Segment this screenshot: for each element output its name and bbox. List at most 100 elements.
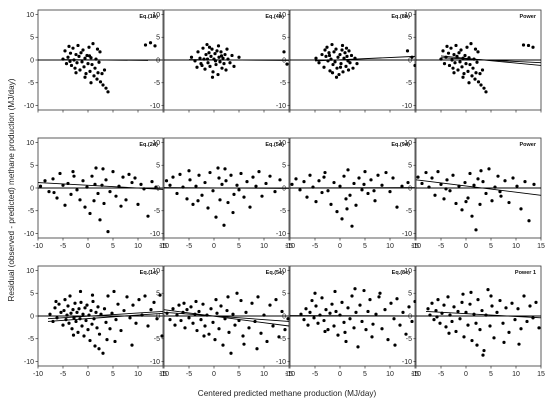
data-point [222, 62, 226, 66]
data-point [182, 301, 186, 305]
data-point [220, 182, 224, 186]
data-point [139, 182, 143, 186]
data-point [203, 67, 207, 71]
data-point [219, 54, 224, 58]
data-point [410, 319, 414, 324]
data-point [466, 323, 470, 327]
data-point [62, 308, 66, 313]
trend-line [37, 182, 164, 190]
data-point [104, 178, 108, 182]
data-point [336, 55, 340, 59]
data-point [345, 54, 349, 58]
data-point [116, 302, 120, 306]
data-point [207, 51, 211, 55]
data-point [164, 179, 169, 183]
data-point [208, 170, 212, 175]
x-tick-label: 10 [386, 371, 394, 378]
data-point [218, 60, 222, 64]
y-tick-label: 10 [278, 268, 286, 275]
data-point [257, 170, 261, 174]
data-point [96, 305, 100, 309]
x-tick-label: -10 [159, 371, 169, 378]
data-point [127, 172, 131, 176]
data-point [405, 49, 410, 53]
data-point [320, 52, 324, 57]
data-point [94, 310, 98, 314]
data-point [133, 176, 137, 180]
x-tick-label: 15 [537, 371, 545, 378]
data-point [404, 332, 408, 336]
y-tick-label: -5 [406, 80, 412, 87]
data-point [194, 184, 198, 188]
data-point [207, 332, 211, 336]
y-tick-label: -10 [276, 103, 286, 110]
data-point [278, 178, 282, 182]
data-point [142, 187, 146, 191]
data-point [205, 57, 210, 61]
data-point [407, 305, 411, 309]
data-point [254, 184, 258, 188]
data-point [328, 311, 332, 315]
panel-7: -10 -5 0 5 10 -10 -5 0 5 10 15 Eq.(9d) [276, 137, 419, 250]
data-point [83, 56, 87, 60]
data-point [326, 189, 330, 193]
data-point [106, 230, 110, 234]
data-point [95, 326, 99, 330]
data-point [209, 54, 213, 58]
data-point [81, 48, 85, 52]
data-point [482, 348, 486, 353]
data-point [128, 316, 132, 320]
data-point [242, 342, 246, 346]
data-point [323, 170, 327, 175]
data-point [316, 321, 320, 325]
data-point [430, 301, 434, 305]
data-point [427, 185, 431, 189]
data-point [67, 44, 71, 48]
data-point [96, 71, 100, 75]
data-point [501, 321, 505, 325]
data-point [479, 169, 483, 173]
panel-label: Eq.(8b) [391, 14, 410, 20]
data-point [322, 175, 326, 179]
data-point [214, 215, 218, 219]
data-point [346, 306, 350, 310]
x-tick-label: 15 [285, 243, 293, 250]
data-point [119, 328, 123, 333]
data-point [203, 324, 207, 328]
data-point [92, 199, 96, 203]
data-point [259, 331, 263, 335]
data-point [308, 310, 312, 314]
data-point [323, 329, 327, 334]
data-point [95, 77, 99, 81]
data-point [146, 324, 150, 328]
data-point [213, 52, 217, 56]
data-point [38, 184, 43, 188]
data-point [268, 174, 272, 178]
y-tick-label: -10 [402, 359, 412, 366]
data-point [232, 192, 236, 196]
data-point [104, 320, 108, 324]
data-point [428, 313, 432, 317]
data-point [232, 64, 236, 68]
data-point [89, 81, 93, 85]
data-point [458, 60, 462, 64]
data-point [245, 180, 249, 184]
x-tick-label: -10 [411, 371, 421, 378]
data-point [442, 62, 447, 66]
data-point [353, 287, 357, 291]
data-point [82, 334, 86, 338]
y-tick-label: -5 [280, 336, 286, 343]
data-point [333, 289, 337, 294]
data-point [349, 53, 354, 58]
data-point [70, 327, 74, 331]
data-point [476, 298, 480, 302]
data-point [193, 59, 197, 63]
y-tick-label: -5 [28, 208, 34, 215]
trend-line [62, 59, 149, 61]
trend-line-secondary [440, 55, 542, 66]
data-point [473, 77, 477, 81]
data-point [175, 191, 179, 196]
data-point [444, 325, 448, 329]
data-point [237, 188, 241, 192]
